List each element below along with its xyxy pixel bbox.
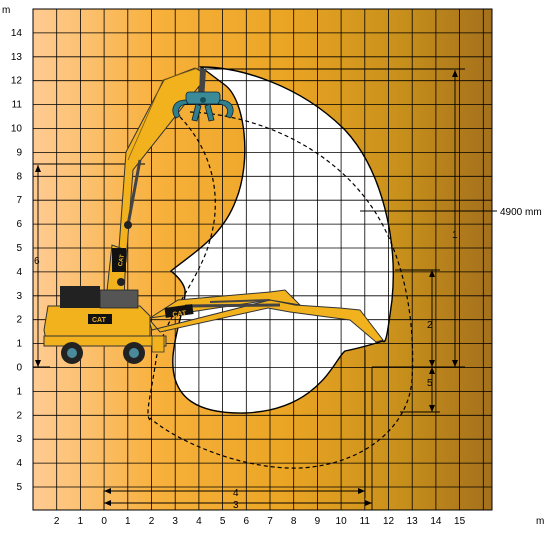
dim-label-3: 3: [233, 500, 239, 511]
material-handler-machine: CAT CAT CAT: [43, 67, 384, 364]
lower-cylinder: [184, 303, 281, 308]
y-tick-label: 14: [11, 28, 23, 39]
y-tick-label: 0: [16, 363, 22, 374]
grid: [33, 9, 492, 510]
undercarriage: [43, 335, 167, 347]
x-unit-label: m: [536, 516, 544, 527]
x-tick-label: 12: [383, 516, 395, 527]
y-tick-label: 7: [16, 195, 22, 206]
dimension-lines: [33, 68, 497, 510]
dim-label-1: 1: [452, 230, 458, 241]
y-tick-label: 9: [16, 147, 22, 158]
boom-brand-label: CAT: [172, 310, 187, 319]
dim-label-6: 6: [34, 256, 40, 267]
y-tick-label: 5: [16, 243, 22, 254]
y-tick-label: 5: [16, 482, 22, 493]
dim-label-4: 4: [233, 488, 239, 499]
x-tick-label: 8: [291, 516, 297, 527]
dim-label-2: 2: [427, 320, 433, 331]
y-tick-label: 2: [16, 315, 22, 326]
x-tick-label: 14: [430, 516, 442, 527]
dimension-arrowheads: [35, 70, 458, 506]
x-tick-label: 5: [220, 516, 226, 527]
body-brand-label: CAT: [92, 317, 107, 324]
y-tick-label: 10: [11, 124, 23, 135]
y-tick-label: 13: [11, 52, 23, 63]
grapple: [172, 91, 234, 122]
x-tick-label: 1: [78, 516, 84, 527]
y-tick-label: 11: [12, 100, 23, 111]
x-tick-label: 4: [196, 516, 202, 527]
y-tick-label: 1: [16, 386, 22, 397]
y-tick-label: 2: [16, 410, 22, 421]
x-tick-label: 11: [360, 516, 371, 527]
y-tick-label: 4: [16, 458, 22, 469]
callout-label: 4900 mm: [500, 207, 542, 218]
engine-cover: [60, 286, 100, 308]
x-tick-label: 6: [244, 516, 250, 527]
y-tick-label: 6: [16, 219, 22, 230]
y-tick-label: 8: [16, 171, 22, 182]
x-tick-label: 2: [149, 516, 155, 527]
x-tick-label: 7: [267, 516, 273, 527]
dim-label-5: 5: [427, 378, 433, 389]
x-tick-label: 1: [125, 516, 131, 527]
x-tick-label: 13: [407, 516, 419, 527]
y-tick-label: 1: [16, 339, 22, 350]
x-tick-label: 10: [336, 516, 348, 527]
y-tick-label: 12: [11, 76, 23, 87]
reach-envelope: [169, 66, 394, 414]
dashed-inner-curve: [147, 111, 216, 421]
x-tick-label: 15: [454, 516, 466, 527]
riser-brand-label: CAT: [118, 254, 126, 267]
chart-frame: [32, 8, 493, 511]
x-tick-label: 3: [172, 516, 178, 527]
x-tick-label: 9: [315, 516, 321, 527]
dashed-outer-curve: [149, 111, 414, 469]
x-tick-label: 2: [54, 516, 60, 527]
wheels: [61, 342, 145, 364]
y-unit-label: m: [2, 5, 10, 16]
y-tick-label: 3: [16, 434, 22, 445]
x-tick-label: 0: [101, 516, 107, 527]
cab-window: [99, 289, 139, 309]
y-tick-label: 4: [16, 267, 22, 278]
upper-cylinder: [126, 159, 142, 226]
y-tick-label: 3: [16, 291, 22, 302]
outrigger: [151, 335, 165, 353]
